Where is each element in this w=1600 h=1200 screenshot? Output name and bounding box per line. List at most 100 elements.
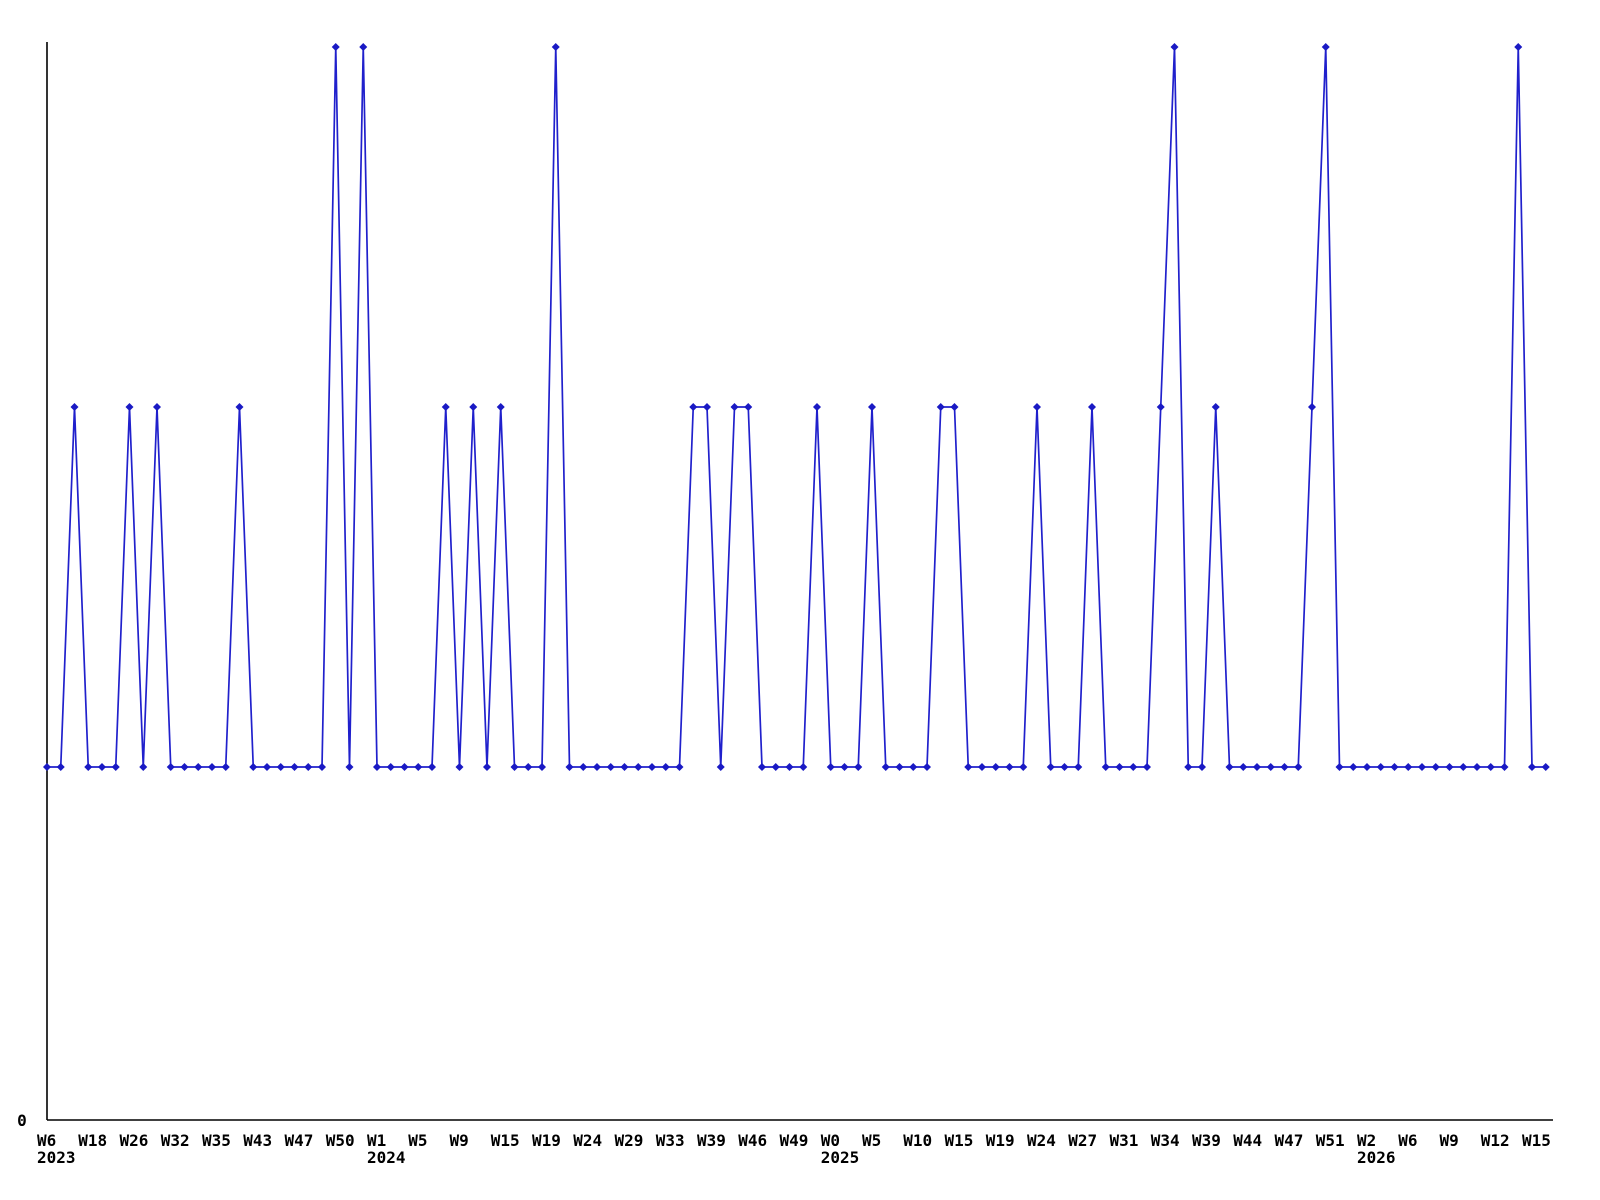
data-point-marker — [1472, 762, 1482, 772]
data-point-marker — [881, 762, 890, 772]
data-point-marker — [1129, 762, 1138, 772]
data-point-marker — [331, 42, 340, 52]
x-tick-label: W46 — [738, 1131, 767, 1150]
data-point-marker — [276, 762, 285, 772]
data-point-marker — [977, 762, 987, 772]
data-point-marker — [812, 402, 822, 412]
x-tick-label: W47 — [285, 1131, 314, 1150]
data-point-marker — [42, 762, 52, 772]
x-tick-label: W0 — [821, 1131, 840, 1150]
data-point-marker — [359, 42, 368, 52]
x-tick-label: W6 — [1398, 1131, 1417, 1150]
data-point-marker — [469, 402, 478, 412]
x-tick-label: W24 — [1027, 1131, 1056, 1150]
x-tick-label: W39 — [1192, 1131, 1221, 1150]
x-year-label: 2024 — [367, 1148, 406, 1167]
data-point-marker — [730, 402, 739, 412]
data-point-marker — [1280, 762, 1289, 772]
data-point-marker — [84, 762, 93, 772]
data-point-marker — [854, 762, 863, 772]
x-tick-label: W39 — [697, 1131, 726, 1150]
x-tick-label: W15 — [491, 1131, 520, 1150]
data-point-marker — [207, 762, 217, 772]
data-point-marker — [345, 762, 354, 772]
data-point-marker — [139, 762, 148, 772]
data-point-marker — [125, 402, 134, 412]
data-point-marker — [1514, 42, 1523, 52]
data-point-marker — [675, 762, 684, 772]
data-point-marker — [400, 762, 409, 772]
data-point-marker — [1087, 402, 1097, 412]
data-point-marker — [579, 762, 588, 772]
data-point-marker — [372, 762, 382, 772]
x-year-label: 2026 — [1357, 1148, 1396, 1167]
x-tick-label: W5 — [408, 1131, 427, 1150]
data-point-marker — [1362, 762, 1372, 772]
data-point-marker — [1142, 762, 1152, 772]
data-point-marker — [482, 762, 492, 772]
data-point-marker — [1156, 402, 1165, 412]
data-point-marker — [1417, 762, 1427, 772]
data-point-marker — [922, 762, 932, 772]
data-point-marker — [1404, 762, 1413, 772]
data-point-marker — [1307, 402, 1317, 412]
data-point-marker — [1252, 762, 1262, 772]
data-point-marker — [1184, 762, 1193, 772]
data-point-marker — [757, 762, 767, 772]
x-tick-label: W12 — [1481, 1131, 1510, 1150]
x-tick-label: W9 — [1440, 1131, 1459, 1150]
data-point-marker — [180, 762, 189, 772]
data-point-marker — [620, 762, 629, 772]
data-point-marker — [1239, 762, 1248, 772]
data-point-marker — [1486, 762, 1495, 772]
data-point-marker — [290, 762, 299, 772]
data-point-marker — [496, 402, 505, 412]
data-point-marker — [592, 762, 602, 772]
data-point-marker — [1541, 762, 1550, 772]
data-point-marker — [936, 402, 945, 412]
data-point-marker — [1197, 762, 1207, 772]
x-tick-label: W9 — [450, 1131, 469, 1150]
data-point-marker — [647, 762, 657, 772]
data-point-marker — [1005, 762, 1014, 772]
data-point-marker — [262, 762, 272, 772]
x-tick-label: W29 — [615, 1131, 644, 1150]
data-point-marker — [1101, 762, 1110, 772]
data-point-marker — [991, 762, 1000, 772]
x-tick-label: W18 — [78, 1131, 107, 1150]
data-point-marker — [785, 762, 794, 772]
data-point-marker — [70, 402, 79, 412]
data-point-marker — [97, 762, 107, 772]
x-tick-label: W15 — [1522, 1131, 1551, 1150]
data-point-marker — [1032, 402, 1042, 412]
data-point-marker — [386, 762, 395, 772]
data-point-marker — [111, 762, 120, 772]
data-point-marker — [771, 762, 780, 772]
x-tick-label: W49 — [780, 1131, 809, 1150]
data-point-marker — [304, 762, 313, 772]
x-year-label: 2025 — [821, 1148, 860, 1167]
data-point-marker — [1349, 762, 1358, 772]
x-tick-label: W51 — [1316, 1131, 1345, 1150]
data-point-marker — [152, 402, 162, 412]
data-point-marker — [1115, 762, 1124, 772]
data-point-marker — [1431, 762, 1440, 772]
data-point-marker — [964, 762, 973, 772]
x-tick-label: W5 — [862, 1131, 881, 1150]
data-point-marker — [1266, 762, 1275, 772]
x-tick-label: W15 — [945, 1131, 974, 1150]
x-tick-label: W19 — [986, 1131, 1015, 1150]
data-point-marker — [867, 402, 877, 412]
data-point-marker — [221, 762, 230, 772]
x-tick-label: W34 — [1151, 1131, 1180, 1150]
data-point-marker — [524, 762, 533, 772]
data-point-marker — [909, 762, 918, 772]
data-point-marker — [702, 402, 712, 412]
data-point-marker — [840, 762, 849, 772]
data-point-marker — [1046, 762, 1055, 772]
x-year-label: 2023 — [37, 1148, 76, 1167]
data-point-marker — [744, 402, 753, 412]
data-point-marker — [826, 762, 835, 772]
